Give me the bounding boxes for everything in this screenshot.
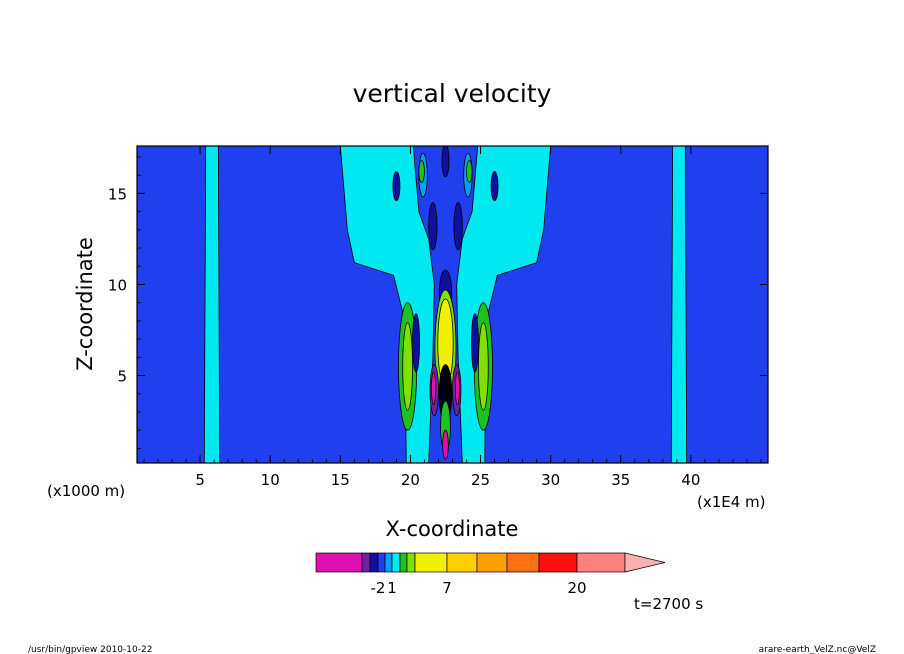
colorbar-swatch-10 xyxy=(476,552,508,573)
colorbar-swatch-3 xyxy=(377,552,386,573)
x-unit-left-label: (x1000 m) xyxy=(47,482,125,500)
x-tick-label-7: 40 xyxy=(681,471,700,489)
lens-dark-0 xyxy=(412,313,420,373)
blob-green-upper-0 xyxy=(418,160,425,183)
x-tick-label-5: 30 xyxy=(541,471,560,489)
y-tick-label-2: 15 xyxy=(108,185,127,203)
colorbar-swatch-11 xyxy=(506,552,540,573)
colorbar-swatch-0 xyxy=(315,552,363,573)
colorbar-swatch-9 xyxy=(446,552,478,573)
plot-area xyxy=(137,146,768,463)
blob-green-upper-1 xyxy=(466,160,473,183)
y-axis-label: Z-coordinate xyxy=(73,237,97,371)
y-axis: 5 10 15 xyxy=(108,156,768,449)
x-unit-right-label: (x1E4 m) xyxy=(697,493,766,511)
colorbar-swatch-4 xyxy=(384,552,393,573)
colorbar-swatch-5 xyxy=(391,552,401,573)
colorbar-swatch-13 xyxy=(576,552,626,573)
blob-dark-top xyxy=(441,146,450,178)
x-tick-label-1: 10 xyxy=(261,471,280,489)
y-tick-label-0: 5 xyxy=(117,368,127,386)
colorbar-label-1: 1 xyxy=(387,579,397,597)
colorbar-labels: -2 1 7 20 xyxy=(371,579,587,597)
footer-right: arare-earth_VelZ.nc@VelZ xyxy=(759,645,876,654)
colorbar-swatch-12 xyxy=(538,552,578,573)
x-tick-label-0: 5 xyxy=(195,471,205,489)
x-tick-label-2: 15 xyxy=(331,471,350,489)
blob-dark-upper-1 xyxy=(490,171,499,202)
colorbar xyxy=(315,552,666,573)
colorbar-label-3: 20 xyxy=(567,579,586,597)
x-tick-label-4: 25 xyxy=(471,471,490,489)
core-magenta-0 xyxy=(431,371,437,406)
colorbar-swatch-2 xyxy=(369,552,379,573)
x-axis-label: X-coordinate xyxy=(386,517,519,541)
colorbar-label-0: -2 xyxy=(371,579,386,597)
colorbar-arrow xyxy=(624,552,666,573)
time-annotation: t=2700 s xyxy=(634,595,703,613)
y-tick-label-1: 10 xyxy=(108,276,127,294)
field-side-band-1 xyxy=(670,146,688,463)
colorbar-label-2: 7 xyxy=(442,579,452,597)
blob-dark-mid-0 xyxy=(428,202,438,251)
colorbar-swatch-7 xyxy=(406,552,416,573)
x-axis: 5 10 15 20 25 30 35 40 xyxy=(143,146,762,489)
blob-dark-mid-1 xyxy=(453,202,463,251)
x-tick-label-6: 35 xyxy=(611,471,630,489)
core-magenta-bottom xyxy=(442,429,449,460)
lens-lightgreen-1 xyxy=(478,322,489,411)
lens-lightgreen-0 xyxy=(402,322,413,411)
colorbar-swatch-8 xyxy=(414,552,448,573)
core-magenta-1 xyxy=(454,371,460,406)
chart-title: vertical velocity xyxy=(353,79,552,108)
x-tick-label-3: 20 xyxy=(401,471,420,489)
field-side-band-0 xyxy=(203,146,221,463)
lens-dark-1 xyxy=(471,313,479,373)
colorbar-swatch-1 xyxy=(361,552,371,573)
blob-dark-upper-0 xyxy=(392,171,401,202)
footer-left: /usr/bin/gpview 2010-10-22 xyxy=(28,645,152,654)
colorbar-swatch-6 xyxy=(399,552,408,573)
